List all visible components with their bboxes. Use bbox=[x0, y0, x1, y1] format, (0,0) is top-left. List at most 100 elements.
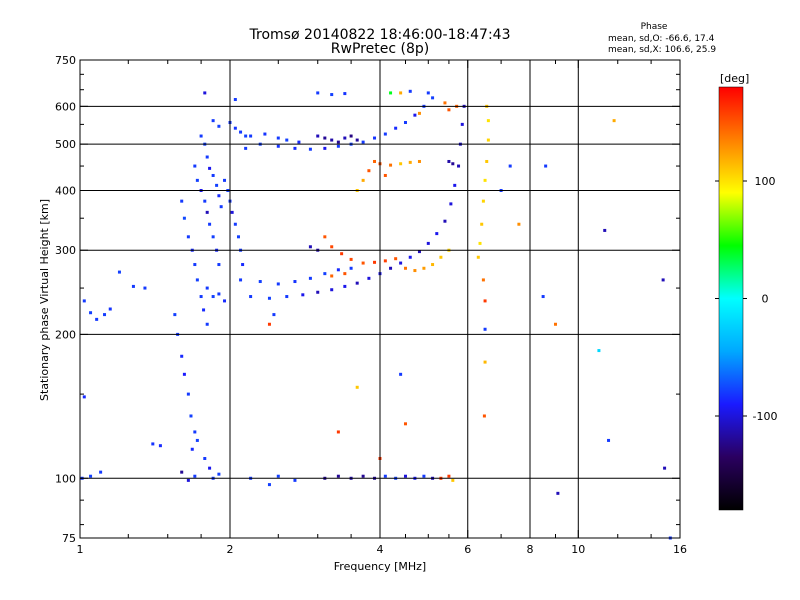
y-tick-label: 500 bbox=[55, 138, 76, 151]
data-point bbox=[323, 272, 327, 276]
data-point bbox=[435, 232, 439, 236]
data-point bbox=[190, 447, 194, 451]
data-point bbox=[316, 134, 320, 138]
data-point bbox=[553, 322, 557, 326]
data-point bbox=[308, 276, 312, 280]
data-point bbox=[267, 322, 271, 326]
data-point bbox=[199, 295, 203, 299]
x-tick-label: 16 bbox=[673, 543, 687, 556]
data-point bbox=[481, 199, 485, 203]
data-point bbox=[233, 222, 237, 226]
data-point bbox=[447, 108, 451, 112]
data-point bbox=[408, 89, 412, 93]
data-point bbox=[272, 313, 276, 317]
data-point bbox=[117, 270, 121, 274]
data-point bbox=[663, 466, 667, 470]
data-point bbox=[330, 138, 334, 142]
data-point bbox=[399, 372, 403, 376]
data-point bbox=[373, 136, 377, 140]
data-point bbox=[607, 438, 611, 442]
data-point bbox=[203, 456, 207, 460]
x-tick-label: 10 bbox=[571, 543, 585, 556]
data-point bbox=[343, 136, 347, 140]
data-point bbox=[426, 241, 430, 245]
data-point bbox=[131, 284, 135, 288]
phase-colorbar: [deg] 100 0 -100 bbox=[715, 72, 777, 511]
data-point bbox=[195, 438, 199, 442]
data-point bbox=[95, 317, 99, 321]
data-point bbox=[413, 269, 417, 273]
data-point bbox=[361, 140, 365, 144]
data-point bbox=[219, 205, 223, 209]
data-point bbox=[389, 91, 393, 95]
data-point bbox=[186, 478, 190, 482]
data-point bbox=[439, 255, 443, 259]
data-point bbox=[443, 101, 447, 105]
data-point bbox=[476, 255, 480, 259]
y-tick-label: 750 bbox=[55, 54, 76, 67]
data-point bbox=[82, 395, 86, 399]
data-point bbox=[483, 360, 487, 364]
colorbar-unit: [deg] bbox=[720, 72, 749, 85]
colorbar-gradient bbox=[719, 87, 743, 510]
data-point bbox=[330, 245, 334, 249]
data-point bbox=[481, 278, 485, 282]
data-point bbox=[417, 250, 421, 254]
data-point bbox=[217, 124, 221, 128]
data-point bbox=[205, 286, 209, 290]
phase-x-stats: mean, sd,X: 106.6, 25.9 bbox=[608, 45, 717, 55]
data-point bbox=[449, 202, 453, 206]
phase-o-stats: mean, sd,O: -66.6, 17.4 bbox=[608, 34, 715, 44]
data-point bbox=[239, 278, 243, 282]
data-point bbox=[217, 472, 221, 476]
colorbar-tick-label: 100 bbox=[755, 175, 776, 188]
data-point bbox=[612, 119, 616, 123]
data-point bbox=[343, 272, 347, 276]
data-point bbox=[422, 474, 426, 478]
data-point bbox=[297, 140, 301, 144]
data-point bbox=[343, 284, 347, 288]
data-point bbox=[399, 162, 403, 166]
data-point bbox=[336, 474, 340, 478]
y-tick-label: 400 bbox=[55, 184, 76, 197]
data-point bbox=[211, 235, 215, 239]
data-point bbox=[249, 134, 253, 138]
data-point bbox=[336, 144, 340, 148]
data-point bbox=[408, 255, 412, 259]
data-point bbox=[383, 259, 387, 263]
data-point bbox=[457, 164, 461, 168]
phase-heading: Phase bbox=[640, 22, 668, 32]
data-point bbox=[202, 308, 206, 312]
data-point bbox=[276, 474, 280, 478]
data-point bbox=[383, 173, 387, 177]
data-point bbox=[383, 132, 387, 136]
grid-lines bbox=[80, 60, 680, 538]
data-point bbox=[517, 222, 521, 226]
data-point bbox=[233, 126, 237, 130]
data-point bbox=[180, 354, 184, 358]
data-point bbox=[330, 274, 334, 278]
data-point bbox=[89, 311, 93, 315]
data-point bbox=[205, 210, 209, 214]
data-point bbox=[361, 474, 365, 478]
axes: 1 2 4 6 8 10 16 75 100 200 300 400 500 600 750 bbox=[55, 54, 687, 556]
data-point bbox=[241, 263, 245, 267]
data-point bbox=[249, 295, 253, 299]
data-point bbox=[263, 132, 267, 136]
data-point bbox=[276, 136, 280, 140]
data-point bbox=[89, 474, 93, 478]
data-point bbox=[394, 126, 398, 130]
data-point bbox=[417, 159, 421, 163]
data-point bbox=[373, 260, 377, 264]
data-point bbox=[199, 134, 203, 138]
data-point bbox=[151, 442, 155, 446]
y-axis-label: Stationary phase Virtual Height [km] bbox=[38, 199, 51, 401]
data-point bbox=[217, 194, 221, 198]
x-tick-label: 4 bbox=[377, 543, 384, 556]
data-points bbox=[80, 89, 672, 540]
data-point bbox=[211, 173, 215, 177]
data-point bbox=[486, 119, 490, 123]
data-point bbox=[158, 444, 162, 448]
data-point bbox=[336, 140, 340, 144]
